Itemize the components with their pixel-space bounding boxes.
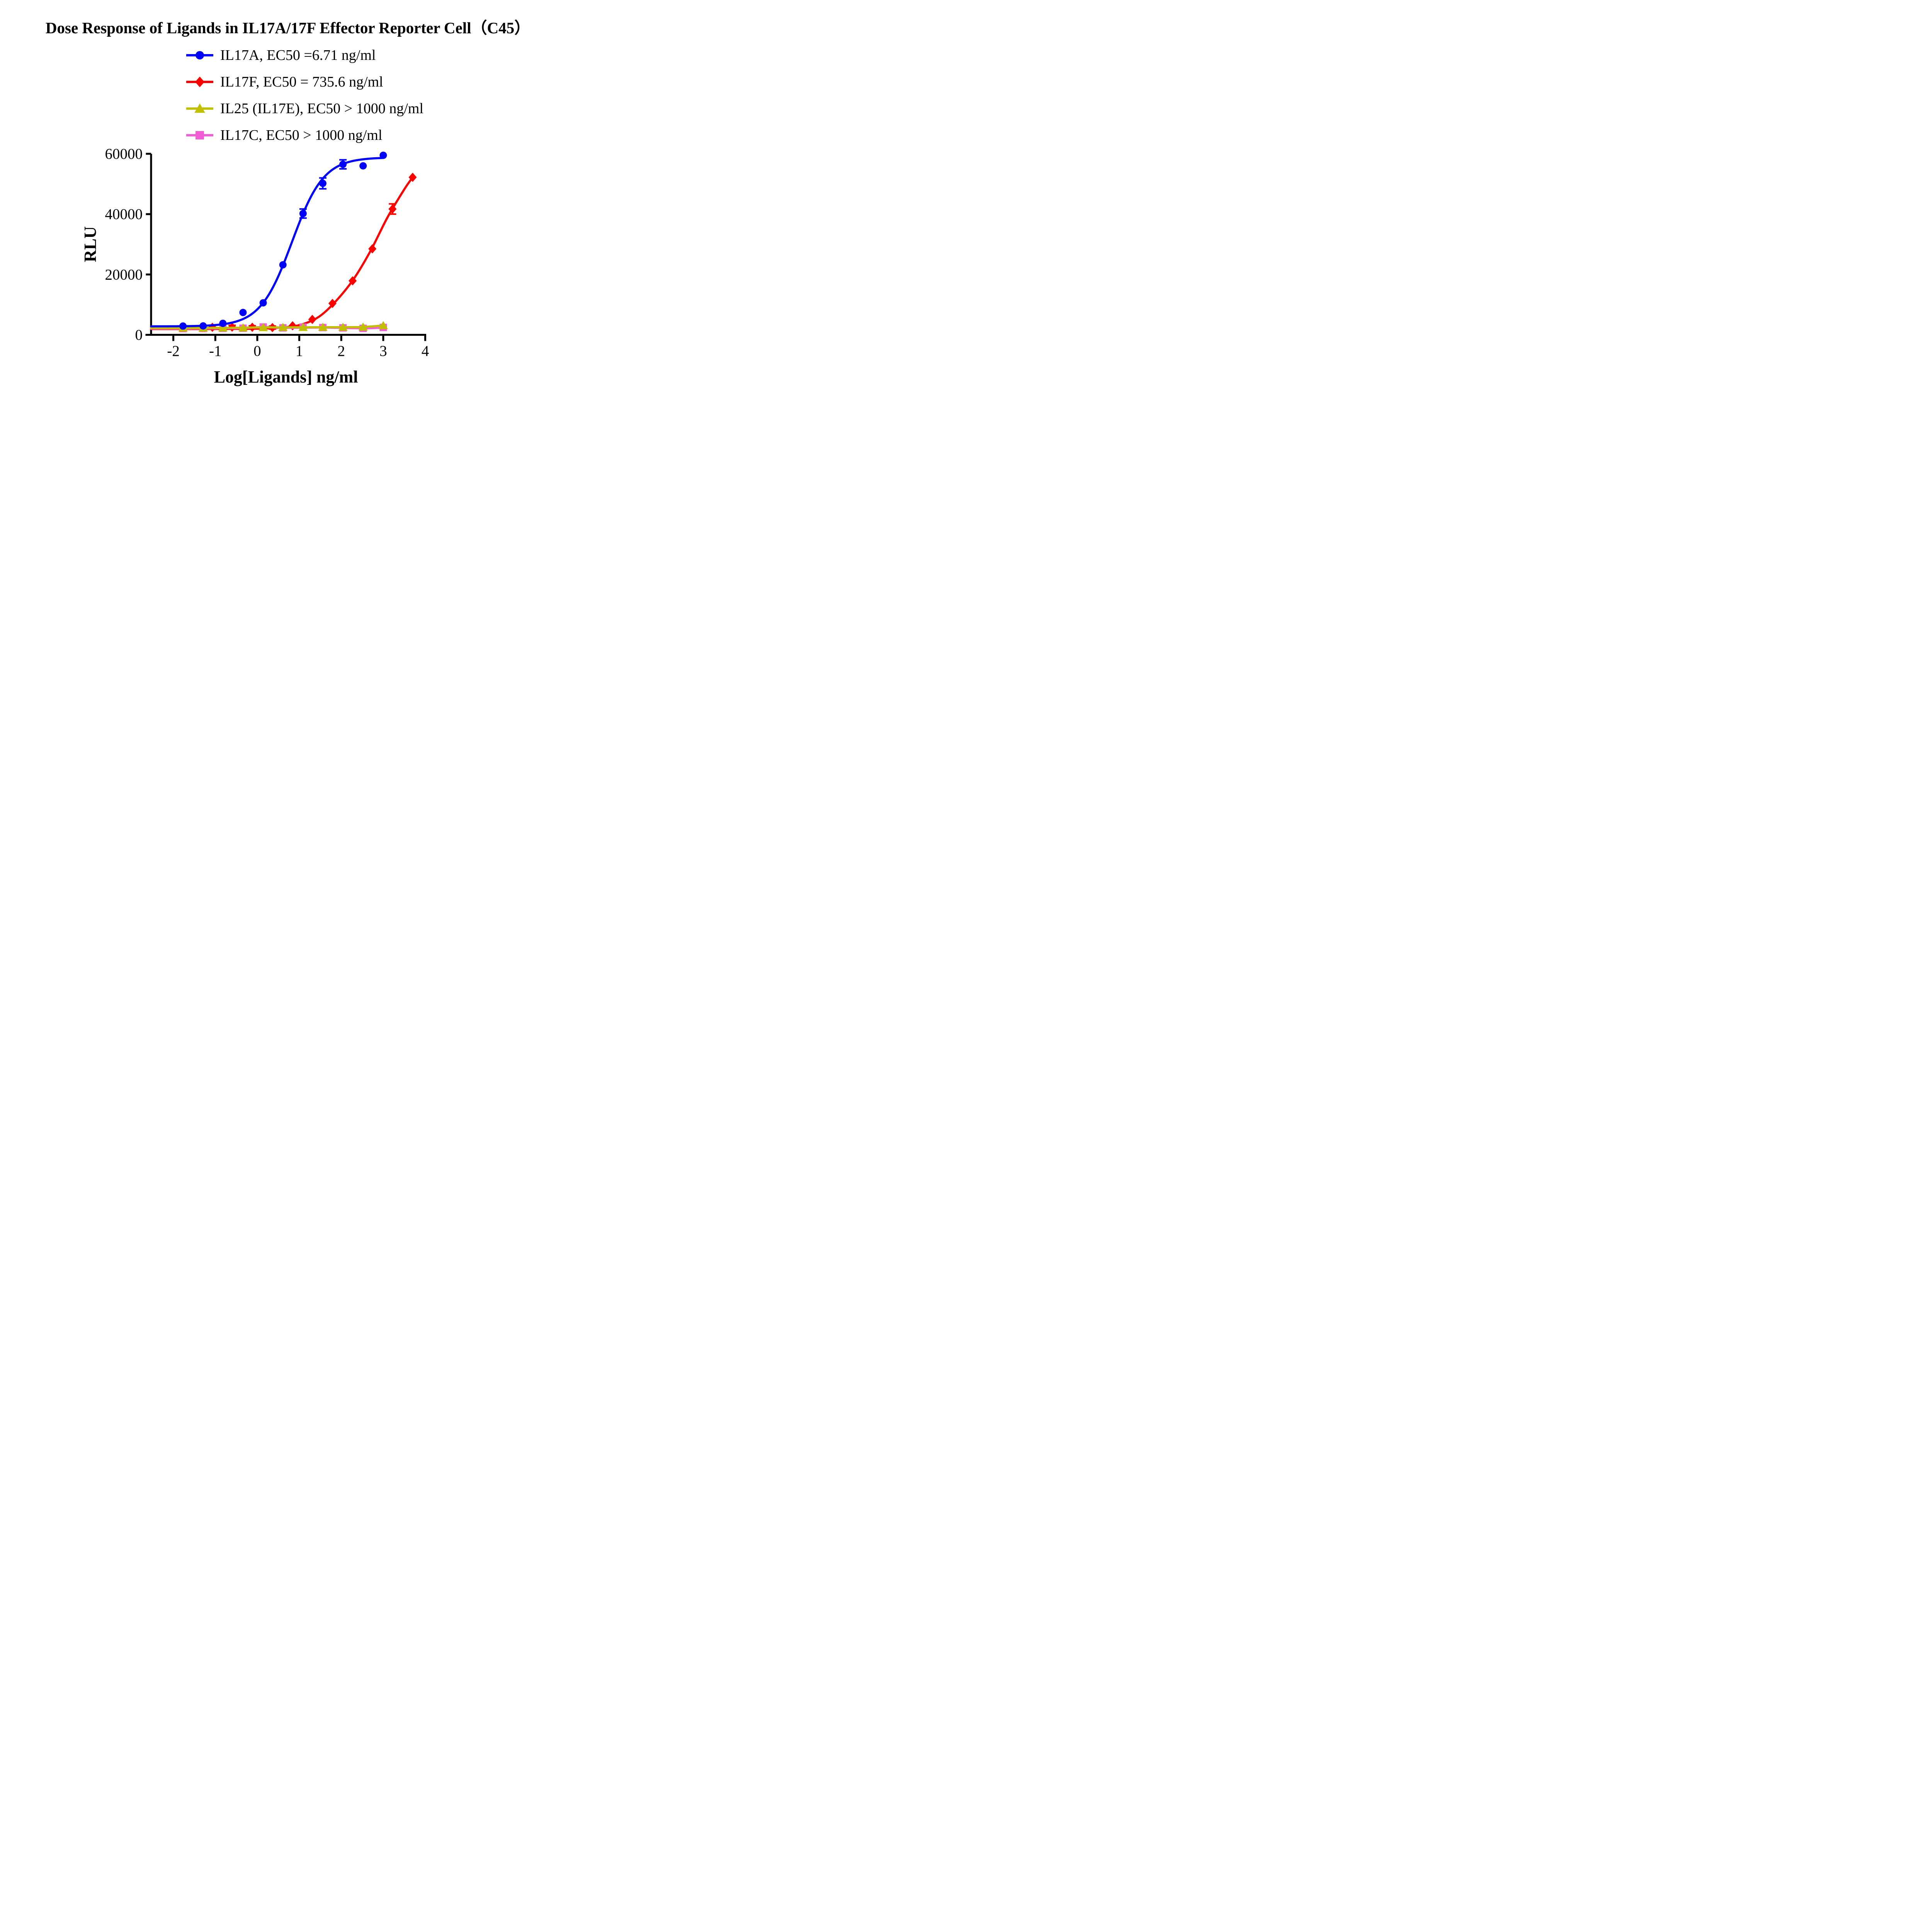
chart-title: Dose Response of Ligands in IL17A/17F Ef… xyxy=(45,19,531,37)
legend-item-il17f: IL17F, EC50 = 735.6 ng/ml xyxy=(185,68,423,95)
legend-item-il17c: IL17C, EC50 > 1000 ng/ml xyxy=(185,122,423,148)
svg-text:60000: 60000 xyxy=(105,146,143,162)
svg-text:RLU: RLU xyxy=(81,226,100,262)
dose-response-chart: -2 -1 0 1 2 3 4 0 20000 40000 60000 RLU Log[Ligands]… xyxy=(81,146,429,386)
svg-text:40000: 40000 xyxy=(105,206,143,223)
legend-marker-diamond-icon xyxy=(186,76,213,87)
svg-text:20000: 20000 xyxy=(105,266,143,283)
svg-text:Log[Ligands] ng/ml: Log[Ligands] ng/ml xyxy=(214,367,358,386)
svg-text:1: 1 xyxy=(296,343,303,359)
legend-item-il25: IL25 (IL17E), EC50 > 1000 ng/ml xyxy=(185,95,423,122)
svg-text:4: 4 xyxy=(422,343,429,359)
svg-text:-2: -2 xyxy=(167,343,180,359)
svg-text:0: 0 xyxy=(135,327,143,344)
legend-item-label: IL17C, EC50 > 1000 ng/ml xyxy=(220,127,383,143)
svg-text:0: 0 xyxy=(253,343,261,359)
legend-item-label: IL17F, EC50 = 735.6 ng/ml xyxy=(220,73,383,90)
svg-text:3: 3 xyxy=(379,343,387,359)
legend: IL17A, EC50 =6.71 ng/ml IL17F, EC50 = 73… xyxy=(185,42,423,148)
legend-item-label: IL17A, EC50 =6.71 ng/ml xyxy=(220,47,376,63)
svg-text:-1: -1 xyxy=(209,343,222,359)
legend-item-il17a: IL17A, EC50 =6.71 ng/ml xyxy=(185,42,423,68)
legend-marker-square-icon xyxy=(186,131,213,139)
legend-marker-circle-icon xyxy=(186,51,213,60)
dose-response-figure: Dose Response of Ligands in IL17A/17F Ef… xyxy=(0,0,576,396)
svg-text:2: 2 xyxy=(337,343,345,359)
legend-marker-triangle-icon xyxy=(186,103,213,113)
legend-item-label: IL25 (IL17E), EC50 > 1000 ng/ml xyxy=(220,100,423,117)
